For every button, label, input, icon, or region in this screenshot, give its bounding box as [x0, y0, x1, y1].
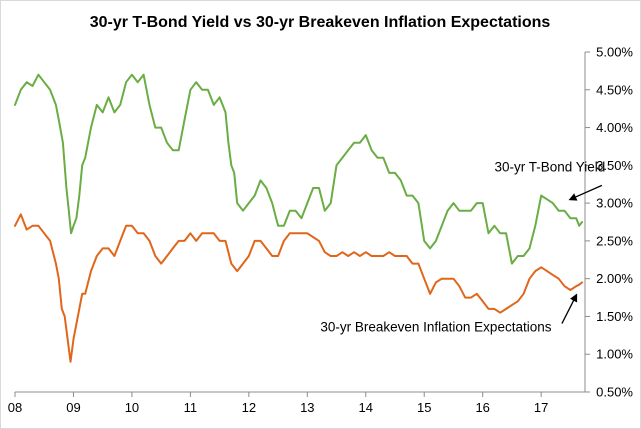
x-tick-label: 16 [475, 400, 489, 415]
x-tick-label: 14 [359, 400, 373, 415]
y-tick-label: 4.50% [596, 82, 633, 97]
y-tick-label: 2.00% [596, 271, 633, 286]
y-tick-label: 2.50% [596, 233, 633, 248]
chart-title: 30-yr T-Bond Yield vs 30-yr Breakeven In… [90, 14, 551, 31]
y-tick-label: 1.50% [596, 309, 633, 324]
y-tick-label: 1.00% [596, 347, 633, 362]
y-tick-label: 3.00% [596, 196, 633, 211]
annotation-label-1: 30-yr T-Bond Yield [495, 159, 606, 174]
x-tick-label: 11 [184, 400, 198, 415]
y-tick-label: 5.00% [596, 45, 633, 60]
y-tick-label: 0.50% [596, 385, 633, 400]
series-line-1 [14, 73, 584, 265]
x-tick-label: 12 [242, 400, 256, 415]
series-line-2 [14, 213, 584, 363]
y-tick-label: 4.00% [596, 120, 633, 135]
x-tick-label: 17 [534, 400, 548, 415]
x-tick-label: 10 [125, 400, 139, 415]
x-tick-label: 08 [8, 400, 22, 415]
x-tick-label: 09 [66, 400, 80, 415]
y-tick-label: 3.50% [596, 158, 633, 173]
x-tick-label: 15 [417, 400, 431, 415]
annotation-arrow-1 [568, 184, 603, 201]
annotation-label-2: 30-yr Breakeven Inflation Expectations [320, 320, 551, 335]
annotation-arrow-2 [561, 293, 578, 324]
x-tick-label: 13 [300, 400, 314, 415]
